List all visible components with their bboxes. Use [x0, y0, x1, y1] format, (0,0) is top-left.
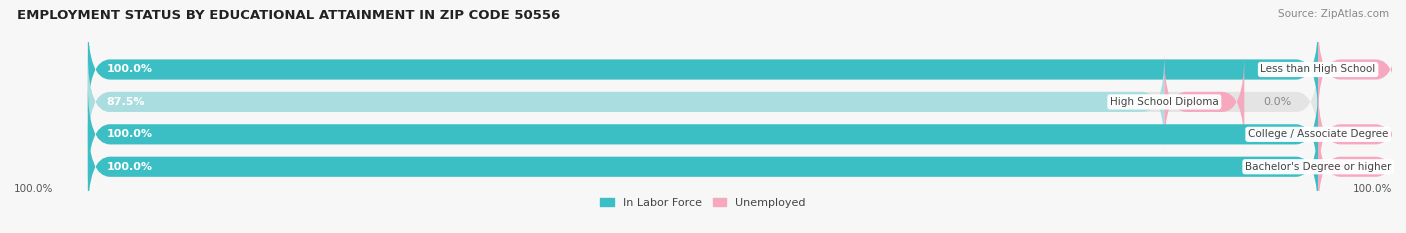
Text: EMPLOYMENT STATUS BY EDUCATIONAL ATTAINMENT IN ZIP CODE 50556: EMPLOYMENT STATUS BY EDUCATIONAL ATTAINM…	[17, 9, 560, 22]
Text: 100.0%: 100.0%	[1353, 184, 1392, 194]
FancyBboxPatch shape	[87, 21, 1319, 118]
FancyBboxPatch shape	[87, 21, 1319, 118]
FancyBboxPatch shape	[87, 118, 1319, 215]
Text: College / Associate Degree: College / Associate Degree	[1249, 129, 1388, 139]
FancyBboxPatch shape	[87, 118, 1319, 215]
Text: Bachelor's Degree or higher: Bachelor's Degree or higher	[1244, 162, 1392, 172]
Legend: In Labor Force, Unemployed: In Labor Force, Unemployed	[596, 193, 810, 212]
FancyBboxPatch shape	[1319, 86, 1398, 183]
Text: 0.0%: 0.0%	[1263, 97, 1291, 107]
Text: 87.5%: 87.5%	[107, 97, 145, 107]
Text: High School Diploma: High School Diploma	[1109, 97, 1219, 107]
FancyBboxPatch shape	[87, 86, 1319, 183]
Text: Source: ZipAtlas.com: Source: ZipAtlas.com	[1278, 9, 1389, 19]
FancyBboxPatch shape	[87, 86, 1319, 183]
FancyBboxPatch shape	[87, 54, 1164, 150]
Text: Less than High School: Less than High School	[1261, 65, 1375, 75]
FancyBboxPatch shape	[1164, 54, 1244, 150]
FancyBboxPatch shape	[87, 54, 1319, 150]
Text: 100.0%: 100.0%	[107, 65, 152, 75]
FancyBboxPatch shape	[1319, 21, 1398, 118]
Text: 100.0%: 100.0%	[107, 129, 152, 139]
FancyBboxPatch shape	[1319, 118, 1398, 215]
Text: 100.0%: 100.0%	[14, 184, 53, 194]
Text: 100.0%: 100.0%	[107, 162, 152, 172]
